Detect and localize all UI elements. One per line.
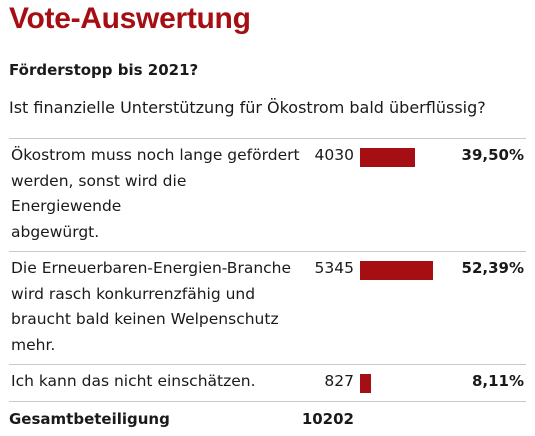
page-title: Vote-Auswertung [9,2,251,35]
vote-count: 827 [324,372,354,390]
result-bar [360,261,433,280]
vote-percent: 8,11% [471,372,524,390]
option-label-line: mehr. [11,335,56,354]
bar-cell [354,365,459,393]
bar-cell [354,252,459,280]
option-label: Ökostrom muss noch lange gefördert werde… [9,139,301,251]
result-row: Ökostrom muss noch lange gefördert werde… [9,139,526,252]
option-label: Die Erneuerbaren-Energien-Branche wird r… [9,252,301,364]
poll-subtitle: Förderstopp bis 2021? [9,61,199,79]
option-label-line: Die Erneuerbaren-Energien-Branche [11,259,292,277]
total-count: 10202 [301,409,354,428]
results-table: Ökostrom muss noch lange gefördert werde… [9,138,526,436]
vote-count: 4030 [314,146,354,164]
option-label-line: wird rasch konkurrenzfähig und [11,284,256,303]
option-label-line: braucht bald keinen Welpenschutz [11,310,279,328]
option-label: Ich kann das nicht einschätzen. [9,365,301,401]
poll-question: Ist finanzielle Unterstützung für Ökostr… [9,98,486,117]
result-bar [360,148,415,167]
total-row: Gesamtbeteiligung 10202 [9,402,526,436]
result-bar [360,374,371,393]
vote-percent: 39,50% [461,146,524,164]
option-label-line: werden, sonst wird die Energiewende [11,171,187,216]
result-row: Die Erneuerbaren-Energien-Branche wird r… [9,252,526,365]
result-row: Ich kann das nicht einschätzen. 827 8,11… [9,365,526,402]
option-label-line: Ich kann das nicht einschätzen. [11,372,256,390]
option-label-line: abgewürgt. [11,222,100,241]
option-label-line: Ökostrom muss noch lange gefördert [11,146,300,164]
vote-results-panel: Vote-Auswertung Förderstopp bis 2021? Is… [9,2,526,428]
vote-percent: 52,39% [461,259,524,277]
total-label: Gesamtbeteiligung [9,409,170,428]
vote-count: 5345 [314,259,354,277]
bar-cell [354,139,459,167]
